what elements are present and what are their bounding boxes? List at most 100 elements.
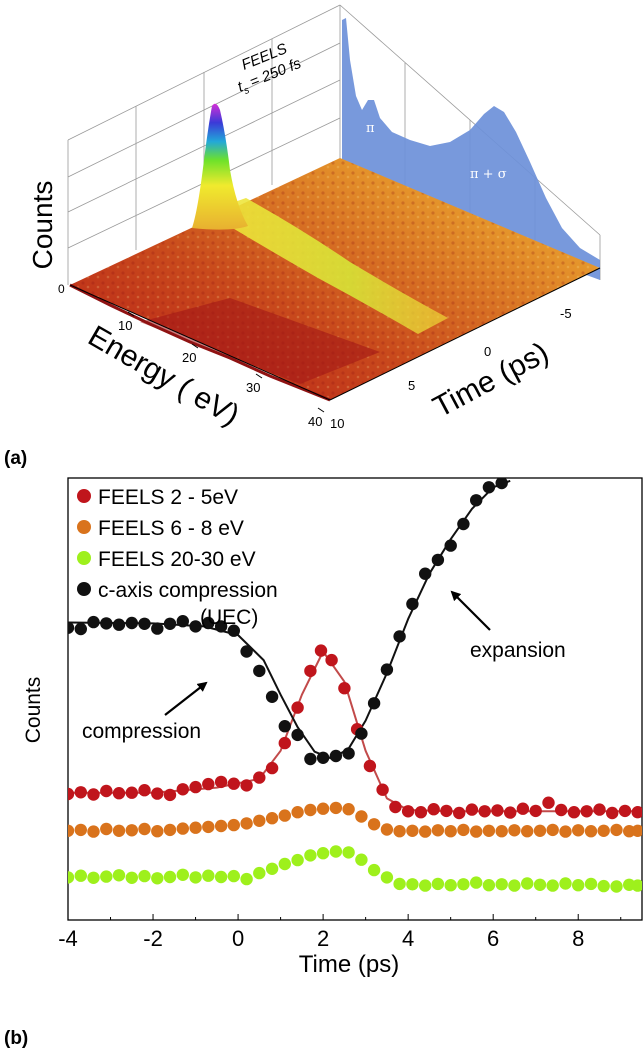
data-point-series-1	[597, 824, 610, 837]
data-point-series-1	[100, 822, 113, 836]
data-point-series-2	[631, 879, 642, 892]
data-point-series-3	[444, 539, 457, 552]
time-tick-label: 0	[484, 344, 491, 359]
data-point-series-2	[74, 869, 88, 882]
data-point-series-1	[227, 818, 240, 832]
series-layer	[68, 478, 642, 893]
panel-a-label: (a)	[4, 448, 27, 469]
data-point-series-0	[265, 761, 279, 775]
legend-entry: c-axis compression	[98, 579, 278, 602]
data-point-series-2	[597, 879, 610, 893]
spectrum-projection	[342, 18, 600, 280]
data-point-series-1	[406, 824, 419, 837]
z-tick-0: 0	[58, 282, 65, 296]
data-point-series-0	[189, 780, 202, 794]
data-point-series-3	[367, 697, 381, 710]
data-point-series-0	[87, 788, 100, 801]
data-point-series-3	[214, 620, 228, 633]
data-point-series-2	[355, 853, 368, 866]
legend-marker	[77, 551, 91, 565]
legend-marker	[77, 582, 91, 596]
x-tick-label: -4	[58, 926, 78, 951]
expansion-arrow	[450, 590, 491, 631]
data-point-series-0	[112, 787, 126, 800]
x-tick-label: -2	[143, 926, 163, 951]
data-point-series-2	[278, 857, 291, 871]
data-point-series-1	[559, 825, 572, 838]
data-point-series-3	[138, 617, 151, 630]
data-point-series-0	[401, 805, 415, 818]
data-point-series-0	[68, 787, 75, 801]
data-point-series-2	[316, 847, 330, 860]
data-point-series-1	[355, 810, 368, 823]
data-point-series-0	[227, 777, 240, 790]
data-point-series-1	[68, 824, 75, 837]
legend-entry: FEELS 2 - 5eV	[98, 486, 238, 509]
data-point-series-2	[572, 879, 585, 892]
data-point-series-0	[631, 806, 642, 819]
legend-entry: FEELS 20-30 eV	[98, 548, 256, 571]
data-point-series-2	[342, 846, 355, 859]
data-point-series-1	[367, 818, 381, 831]
data-point-series-0	[376, 783, 389, 796]
data-point-series-0	[491, 804, 504, 817]
data-point-series-2	[163, 870, 177, 884]
x-axis-title: Time (ps)	[299, 951, 399, 978]
data-point-series-2	[380, 871, 394, 884]
data-point-series-1	[584, 825, 598, 838]
data-point-series-1	[214, 819, 228, 833]
data-point-series-1	[546, 823, 559, 837]
panel-b-label: (b)	[4, 1028, 28, 1049]
data-point-series-0	[618, 804, 632, 818]
data-point-series-3	[380, 663, 394, 676]
data-point-series-2	[87, 871, 100, 884]
data-point-series-0	[542, 796, 555, 809]
data-point-series-1	[521, 825, 534, 838]
energy-axis-line	[69, 284, 331, 401]
data-point-series-2	[546, 879, 559, 892]
surface-trough	[140, 298, 380, 384]
energy-tick-label: 40	[308, 414, 322, 429]
data-point-series-2	[227, 869, 240, 883]
data-point-series-2	[329, 845, 343, 858]
annotation-compression: compression	[82, 720, 201, 743]
data-point-series-0	[414, 806, 428, 819]
data-point-series-3	[112, 618, 126, 631]
data-point-series-3	[100, 617, 113, 630]
energy-axis-ticks: 10 20 30 40	[118, 311, 325, 429]
data-point-series-3	[419, 567, 432, 580]
data-point-series-0	[176, 783, 189, 796]
data-point-series-1	[151, 825, 164, 838]
data-point-series-3	[202, 616, 215, 630]
data-point-series-3	[227, 624, 240, 637]
data-point-series-3	[68, 621, 75, 634]
data-point-series-2	[151, 872, 164, 885]
energy-tick-label: 20	[182, 350, 196, 365]
data-point-series-2	[482, 879, 496, 892]
data-point-series-2	[584, 877, 598, 891]
data-point-series-2	[112, 869, 126, 882]
data-point-series-2	[304, 849, 317, 862]
data-point-series-0	[325, 653, 338, 667]
data-point-series-2	[419, 879, 432, 892]
data-point-series-1	[572, 824, 585, 837]
data-point-series-3	[495, 478, 508, 490]
data-point-series-3	[291, 728, 304, 742]
data-point-series-0	[278, 736, 291, 750]
data-point-series-1	[253, 814, 266, 827]
data-point-series-2	[253, 866, 266, 880]
data-point-series-3	[240, 645, 253, 658]
data-point-series-2	[521, 877, 534, 890]
data-point-series-1	[87, 825, 100, 838]
plot-frame	[67, 477, 643, 921]
data-point-series-1	[419, 825, 432, 838]
data-point-series-1	[74, 823, 88, 837]
data-point-series-0	[138, 784, 151, 797]
data-point-series-1	[189, 821, 202, 834]
data-point-series-2	[176, 868, 189, 881]
data-point-series-2	[495, 878, 508, 891]
legend-marker	[77, 489, 91, 503]
data-point-series-1	[202, 820, 215, 834]
data-point-series-2	[265, 862, 279, 875]
